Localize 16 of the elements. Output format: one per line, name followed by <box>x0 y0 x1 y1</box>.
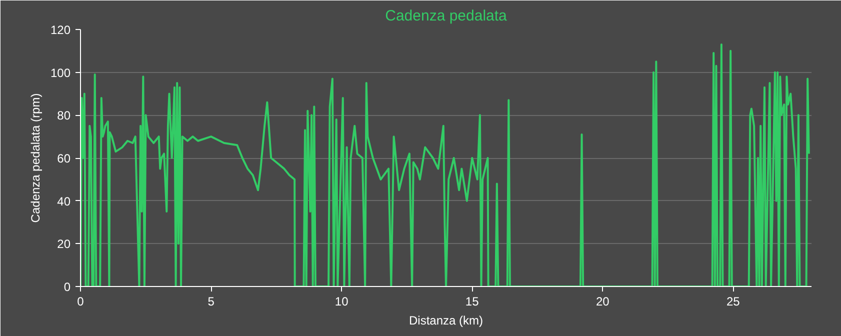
x-tick-label: 10 <box>334 294 349 308</box>
chart-title: Cadenza pedalata <box>385 8 508 24</box>
y-axis-title: Cadenza pedalata (rpm) <box>28 93 42 223</box>
x-axis-title: Distanza (km) <box>408 314 484 328</box>
y-tick-label: 120 <box>50 23 71 37</box>
y-tick-label: 100 <box>50 66 71 80</box>
y-tick-label: 60 <box>57 152 71 166</box>
y-tick-label: 40 <box>57 194 71 208</box>
y-tick-label: 80 <box>57 108 71 123</box>
x-tick-label: 0 <box>77 294 84 308</box>
x-tick-label: 5 <box>208 294 215 308</box>
y-tick-label: 0 <box>64 280 71 294</box>
y-tick-label: 20 <box>57 237 71 252</box>
x-tick-label: 25 <box>726 294 740 308</box>
x-tick-label: 15 <box>465 294 480 308</box>
x-tick-label: 20 <box>596 294 610 308</box>
